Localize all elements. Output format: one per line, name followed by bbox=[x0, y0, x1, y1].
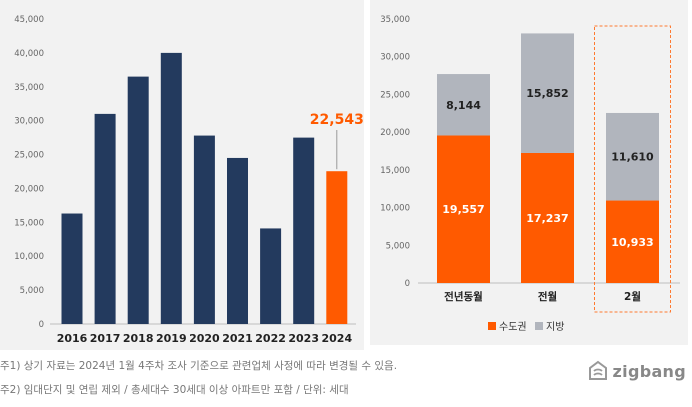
footnote-2: 주2) 임대단지 및 연립 제외 / 총세대수 30세대 이상 아파트만 포함 … bbox=[0, 384, 349, 396]
legend-label: 지방 bbox=[546, 321, 564, 333]
y-tick-label: 5,000 bbox=[20, 286, 44, 296]
legend-swatch-지방 bbox=[535, 322, 543, 330]
y-tick-label: 15,000 bbox=[14, 218, 44, 228]
data-label: 10,933 bbox=[611, 236, 653, 249]
y-tick-label: 15,000 bbox=[380, 166, 410, 176]
x-tick-label: 2021 bbox=[222, 332, 253, 345]
x-tick-label: 2월 bbox=[624, 290, 641, 303]
zigbang-logo: zigbang bbox=[587, 360, 686, 382]
highlight-value-label: 22,543 bbox=[310, 112, 364, 128]
bar-2020 bbox=[193, 135, 215, 324]
footnote-1: 주1) 상기 자료는 2024년 1월 4주차 조사 기준으로 관련업체 사정에… bbox=[0, 360, 398, 372]
x-tick-label: 2022 bbox=[255, 332, 286, 345]
x-tick-label: 전년동월 bbox=[444, 290, 483, 303]
y-tick-label: 0 bbox=[39, 320, 44, 330]
x-tick-label: 전월 bbox=[538, 290, 557, 303]
data-label: 15,852 bbox=[526, 87, 568, 100]
bar-2022 bbox=[260, 228, 282, 324]
bar-2017 bbox=[94, 113, 116, 324]
y-tick-label: 20,000 bbox=[14, 184, 44, 194]
data-label: 19,557 bbox=[442, 203, 484, 216]
y-tick-label: 5,000 bbox=[386, 241, 410, 251]
y-tick-label: 20,000 bbox=[380, 128, 410, 138]
bar-segment-지방-전년동월 bbox=[437, 74, 490, 136]
bar-2018 bbox=[127, 76, 149, 324]
data-label: 17,237 bbox=[526, 212, 568, 225]
bar-2016 bbox=[61, 213, 83, 324]
bar-segment-지방-전월 bbox=[521, 33, 574, 153]
x-tick-label: 2020 bbox=[189, 332, 220, 345]
bar-2019 bbox=[160, 52, 182, 325]
y-tick-label: 0 bbox=[405, 279, 410, 289]
x-tick-label: 2019 bbox=[156, 332, 187, 345]
data-label: 11,610 bbox=[611, 151, 654, 164]
y-tick-label: 35,000 bbox=[14, 83, 44, 93]
bar-2024 bbox=[326, 171, 348, 324]
x-tick-label: 2018 bbox=[123, 332, 154, 345]
bar-segment-지방-2월 bbox=[606, 112, 659, 201]
x-tick-label: 2023 bbox=[288, 332, 319, 345]
y-tick-label: 30,000 bbox=[380, 53, 410, 63]
bar-2023 bbox=[293, 137, 315, 324]
bar-segment-수도권-전월 bbox=[521, 152, 574, 283]
bar-segment-수도권-2월 bbox=[606, 200, 659, 283]
data-label: 8,144 bbox=[446, 99, 481, 112]
y-tick-label: 40,000 bbox=[14, 49, 44, 59]
x-tick-label: 2024 bbox=[321, 332, 352, 345]
bar-2021 bbox=[227, 157, 248, 324]
annual-supply-bar-chart: 0 5,000 10,000 15,000 20,000 25,000 30,000 35,0… bbox=[14, 15, 364, 345]
zigbang-logo-icon bbox=[588, 360, 607, 380]
y-tick-label: 35,000 bbox=[380, 15, 410, 25]
y-tick-label: 10,000 bbox=[380, 204, 410, 214]
highlight-dashed-box bbox=[594, 25, 671, 313]
y-tick-label: 45,000 bbox=[14, 15, 44, 25]
y-tick-label: 25,000 bbox=[14, 151, 44, 161]
legend-swatch-수도권 bbox=[488, 322, 496, 330]
regional-stacked-bar-chart: 0 5,000 10,000 15,000 20,000 25,000 30,000 35,0… bbox=[380, 15, 680, 333]
y-tick-label: 25,000 bbox=[380, 90, 410, 100]
y-tick-label: 10,000 bbox=[14, 252, 44, 262]
bar-segment-수도권-전년동월 bbox=[437, 135, 490, 283]
logo-text: zigbang bbox=[612, 361, 686, 381]
legend-label: 수도권 bbox=[499, 321, 527, 333]
left-chart-panel: 0 5,000 10,000 15,000 20,000 25,000 30,000 35,0… bbox=[0, 0, 364, 350]
x-tick-label: 2017 bbox=[90, 332, 121, 345]
right-chart-panel: 0 5,000 10,000 15,000 20,000 25,000 30,000 35,0… bbox=[370, 0, 688, 345]
y-tick-label: 30,000 bbox=[14, 117, 44, 127]
x-tick-label: 2016 bbox=[57, 332, 88, 345]
